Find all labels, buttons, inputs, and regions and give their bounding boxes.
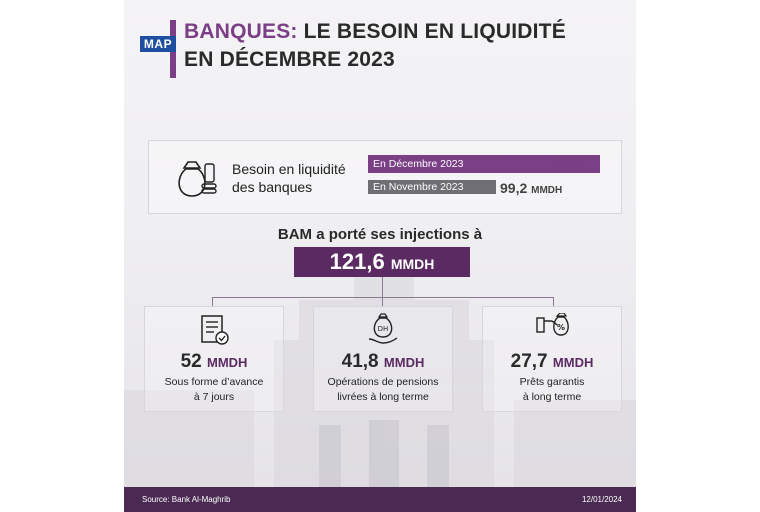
card-repo-desc-line2: livrées à long terme <box>337 391 429 403</box>
card-loans-value: 27,7 MMDH <box>483 351 621 373</box>
card-loans-desc-line1: Prêts garantis <box>519 376 585 388</box>
card-advance-desc: Sous forme d’avance à 7 jours <box>145 375 283 405</box>
card-repo-value: 41,8 MMDH <box>314 351 452 373</box>
title-line2: EN DÉCEMBRE 2023 <box>184 48 395 71</box>
card-repo-number: 41,8 <box>341 351 379 372</box>
connector-stem <box>382 277 383 297</box>
december-value: 107,1 MMDH <box>510 154 583 171</box>
connector-middle <box>382 297 383 306</box>
november-bar: En Novembre 2023 <box>368 180 496 194</box>
december-label: En Décembre 2023 <box>373 158 464 170</box>
card-repo-desc: Opérations de pensions livrées à long te… <box>314 375 452 405</box>
injections-total-unit: MMDH <box>390 256 435 272</box>
connector-horizontal <box>212 297 554 298</box>
money-bag-hand-icon: DH <box>368 313 398 344</box>
card-advance-number: 52 <box>180 351 202 372</box>
injections-total-value: 121,6 <box>329 249 385 274</box>
card-advance-desc-line1: Sous forme d’avance <box>164 376 264 388</box>
injections-heading: BAM a porté ses injections à <box>277 226 483 243</box>
december-unit: MMDH <box>551 159 583 170</box>
connector-left <box>212 297 213 306</box>
liquidity-need-label-line1: Besoin en liquidité <box>232 161 346 177</box>
background-building-image <box>124 265 636 490</box>
card-repo: DH 41,8 MMDH Opérations de pensions livr… <box>313 306 453 412</box>
card-loans-desc-line2: à long terme <box>522 391 582 403</box>
source-text: Source: Bank Al-Maghrib <box>142 495 231 504</box>
date-text: 12/01/2024 <box>581 495 622 504</box>
loan-percent-hand-icon: % <box>536 313 569 336</box>
svg-text:%: % <box>557 323 565 332</box>
footer-bar: Source: Bank Al-Maghrib 12/01/2024 <box>124 487 636 512</box>
svg-text:DH: DH <box>378 325 389 333</box>
november-unit: MMDH <box>531 185 563 196</box>
december-bar: En Décembre 2023 <box>368 155 600 173</box>
liquidity-need-box <box>148 140 622 214</box>
november-label: En Novembre 2023 <box>373 181 464 193</box>
infographic-panel: MAP BANQUES: LE BESOIN EN LIQUIDITÉ EN D… <box>124 0 636 512</box>
card-advance: 52 MMDH Sous forme d’avance à 7 jours <box>144 306 284 412</box>
card-repo-desc-line1: Opérations de pensions <box>327 376 439 388</box>
december-number: 107,1 <box>510 154 548 171</box>
injections-total: 121,6 MMDH <box>294 247 470 277</box>
card-advance-desc-line2: à 7 jours <box>193 391 235 403</box>
card-loans-unit: MMDH <box>552 355 594 370</box>
card-loans-number: 27,7 <box>510 351 548 372</box>
money-bag-coins-icon <box>178 161 217 197</box>
card-advance-unit: MMDH <box>206 355 248 370</box>
card-repo-unit: MMDH <box>383 355 425 370</box>
checklist-icon <box>201 315 229 345</box>
liquidity-need-label: Besoin en liquidité des banques <box>232 160 346 196</box>
title-accent: BANQUES: <box>184 20 298 43</box>
liquidity-need-label-line2: des banques <box>232 179 313 195</box>
title-rest: LE BESOIN EN LIQUIDITÉ <box>297 20 566 43</box>
november-number: 99,2 <box>500 180 528 196</box>
card-loans-desc: Prêts garantis à long terme <box>483 375 621 405</box>
november-value: 99,2 MMDH <box>500 180 562 196</box>
card-advance-value: 52 MMDH <box>145 351 283 373</box>
map-logo: MAP <box>140 36 176 52</box>
card-loans: % 27,7 MMDH Prêts garantis à long terme <box>482 306 622 412</box>
connector-right <box>553 297 554 306</box>
page-title: BANQUES: LE BESOIN EN LIQUIDITÉ EN DÉCEM… <box>184 18 624 74</box>
